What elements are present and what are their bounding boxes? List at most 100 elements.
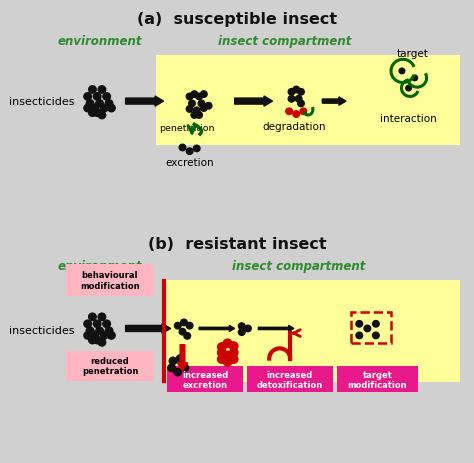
Circle shape xyxy=(373,321,379,327)
Circle shape xyxy=(406,86,411,92)
Circle shape xyxy=(98,313,106,321)
Circle shape xyxy=(201,92,207,98)
Circle shape xyxy=(229,342,238,350)
FancyBboxPatch shape xyxy=(156,56,460,146)
Circle shape xyxy=(98,339,106,346)
Circle shape xyxy=(84,94,91,101)
Text: insecticides: insecticides xyxy=(9,325,75,335)
Circle shape xyxy=(288,96,295,103)
Circle shape xyxy=(105,327,113,335)
Circle shape xyxy=(298,101,304,107)
Circle shape xyxy=(186,94,193,100)
Circle shape xyxy=(98,87,106,94)
FancyBboxPatch shape xyxy=(164,280,460,382)
Circle shape xyxy=(186,106,193,113)
Text: behavioural
modification: behavioural modification xyxy=(80,271,140,290)
Circle shape xyxy=(205,103,212,110)
Text: degradation: degradation xyxy=(262,121,326,131)
Circle shape xyxy=(168,364,175,372)
Circle shape xyxy=(288,89,295,96)
Circle shape xyxy=(189,101,195,107)
Circle shape xyxy=(223,339,232,348)
Text: interaction: interaction xyxy=(380,113,437,124)
Circle shape xyxy=(198,101,205,107)
Circle shape xyxy=(229,349,238,357)
FancyBboxPatch shape xyxy=(247,367,333,393)
FancyArrow shape xyxy=(199,326,235,332)
Circle shape xyxy=(223,358,232,366)
Circle shape xyxy=(193,146,200,152)
Text: reduced
penetration: reduced penetration xyxy=(82,356,138,375)
FancyArrow shape xyxy=(126,324,171,334)
Circle shape xyxy=(229,355,238,363)
FancyBboxPatch shape xyxy=(66,351,154,381)
Circle shape xyxy=(293,87,300,94)
Circle shape xyxy=(298,89,304,96)
FancyBboxPatch shape xyxy=(337,367,418,393)
Text: environment: environment xyxy=(57,35,142,48)
Text: insecticides: insecticides xyxy=(9,97,75,107)
Circle shape xyxy=(364,325,371,332)
Circle shape xyxy=(223,351,232,360)
Circle shape xyxy=(108,332,115,339)
Text: increased
excretion: increased excretion xyxy=(182,370,228,389)
Circle shape xyxy=(89,313,96,321)
Circle shape xyxy=(100,105,108,113)
Circle shape xyxy=(93,94,101,101)
Circle shape xyxy=(89,110,96,117)
Circle shape xyxy=(174,369,182,376)
Text: (b)  resistant insect: (b) resistant insect xyxy=(148,236,326,251)
Circle shape xyxy=(293,112,300,118)
Text: target
modification: target modification xyxy=(348,370,407,389)
Circle shape xyxy=(193,108,200,114)
Circle shape xyxy=(399,69,405,75)
Circle shape xyxy=(286,109,292,115)
FancyBboxPatch shape xyxy=(167,367,243,393)
FancyArrow shape xyxy=(322,98,346,106)
Text: insect compartment: insect compartment xyxy=(218,35,351,48)
Circle shape xyxy=(176,355,184,363)
Circle shape xyxy=(295,96,302,103)
Circle shape xyxy=(84,332,91,339)
Circle shape xyxy=(100,332,108,339)
Text: target: target xyxy=(396,49,428,59)
Circle shape xyxy=(89,337,96,344)
Circle shape xyxy=(93,320,101,328)
Circle shape xyxy=(373,332,379,339)
Circle shape xyxy=(218,343,226,351)
Circle shape xyxy=(103,94,110,101)
Circle shape xyxy=(196,113,202,119)
Text: environment: environment xyxy=(57,259,142,272)
Circle shape xyxy=(84,105,91,113)
FancyArrow shape xyxy=(258,326,294,332)
Circle shape xyxy=(181,319,187,326)
Circle shape xyxy=(191,92,198,98)
Circle shape xyxy=(98,112,106,119)
Circle shape xyxy=(96,327,103,335)
Circle shape xyxy=(93,110,101,117)
Circle shape xyxy=(412,76,418,81)
FancyArrow shape xyxy=(235,97,273,107)
Circle shape xyxy=(86,327,94,335)
Circle shape xyxy=(191,113,198,119)
Circle shape xyxy=(218,349,226,357)
Circle shape xyxy=(103,320,110,328)
Circle shape xyxy=(174,323,181,329)
Circle shape xyxy=(356,332,363,339)
Text: excretion: excretion xyxy=(165,157,214,168)
Circle shape xyxy=(201,106,207,112)
Circle shape xyxy=(108,105,115,113)
Circle shape xyxy=(245,325,251,332)
Circle shape xyxy=(91,105,99,113)
Text: increased
detoxification: increased detoxification xyxy=(257,370,323,389)
Text: penetration: penetration xyxy=(159,124,214,132)
FancyBboxPatch shape xyxy=(66,265,154,296)
Text: insect compartment: insect compartment xyxy=(232,259,365,272)
Circle shape xyxy=(179,329,186,335)
Circle shape xyxy=(356,321,363,327)
Circle shape xyxy=(96,100,103,108)
Circle shape xyxy=(218,355,226,363)
Circle shape xyxy=(179,145,186,151)
Circle shape xyxy=(184,333,191,339)
Circle shape xyxy=(238,323,245,330)
